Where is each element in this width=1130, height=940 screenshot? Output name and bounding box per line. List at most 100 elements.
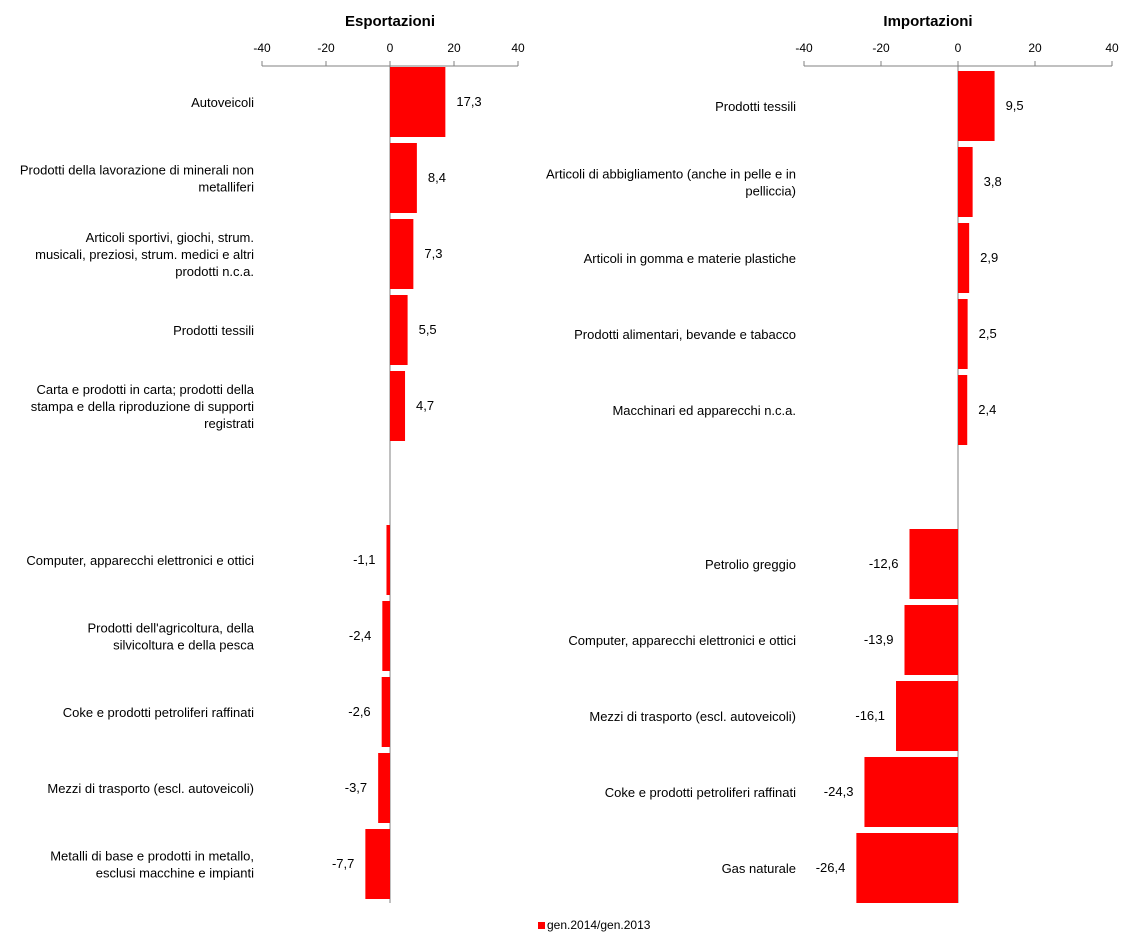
x-tick-label: 20	[447, 41, 461, 55]
category-label: Metalli di base e prodotti in metallo, es…	[50, 849, 254, 881]
data-label: -26,4	[816, 860, 846, 875]
category-label-line: Articoli in gomma e materie plastiche	[584, 251, 796, 266]
data-label: -2,6	[348, 704, 370, 719]
category-label-line: metalliferi	[198, 180, 254, 195]
category-label: Computer, apparecchi elettronici e ottic…	[568, 633, 796, 648]
bar	[390, 143, 417, 213]
data-label: 17,3	[456, 94, 481, 109]
data-label: -24,3	[824, 784, 854, 799]
bar	[958, 71, 995, 141]
bar	[386, 525, 390, 595]
x-tick-label: 40	[511, 41, 525, 55]
data-label: -7,7	[332, 856, 354, 871]
data-label: 8,4	[428, 170, 446, 185]
bar	[378, 753, 390, 823]
category-label: Prodotti tessili	[173, 323, 254, 338]
data-label: 2,5	[979, 326, 997, 341]
category-label: Prodotti alimentari, bevande e tabacco	[574, 327, 796, 342]
category-label: Prodotti della lavorazione di minerali n…	[20, 163, 254, 195]
bar	[390, 295, 408, 365]
category-label-line: Petrolio greggio	[705, 557, 796, 572]
category-label: Petrolio greggio	[705, 557, 796, 572]
bar	[390, 371, 406, 441]
data-label: 5,5	[419, 322, 437, 337]
category-label-line: Gas naturale	[722, 861, 796, 876]
data-label: 4,7	[416, 398, 434, 413]
category-label-line: Articoli di abbigliamento (anche in pell…	[546, 167, 796, 182]
category-label: Computer, apparecchi elettronici e ottic…	[26, 553, 254, 568]
category-label: Macchinari ed apparecchi n.c.a.	[612, 403, 796, 418]
bar	[390, 67, 446, 137]
data-label: -1,1	[353, 552, 375, 567]
category-label: Mezzi di trasporto (escl. autoveicoli)	[589, 709, 796, 724]
bar	[381, 677, 390, 747]
category-label-line: Computer, apparecchi elettronici e ottic…	[568, 633, 796, 648]
bar	[864, 757, 958, 827]
category-label-line: Carta e prodotti in carta; prodotti dell…	[36, 382, 254, 397]
x-tick-label: 20	[1028, 41, 1042, 55]
bar	[904, 605, 958, 675]
data-label: 7,3	[424, 246, 442, 261]
category-label-line: Coke e prodotti petroliferi raffinati	[63, 705, 254, 720]
category-label-line: stampa e della riproduzione di supporti	[31, 399, 254, 414]
category-label-line: prodotti n.c.a.	[175, 264, 254, 279]
category-label-line: Autoveicoli	[191, 95, 254, 110]
category-label-line: Macchinari ed apparecchi n.c.a.	[612, 403, 796, 418]
category-label-line: silvicoltura e della pesca	[113, 638, 255, 653]
category-label: Coke e prodotti petroliferi raffinati	[63, 705, 254, 720]
category-label-line: Mezzi di trasporto (escl. autoveicoli)	[589, 709, 796, 724]
bar	[365, 829, 390, 899]
data-label: 2,9	[980, 250, 998, 265]
legend: gen.2014/gen.2013	[538, 918, 650, 932]
bar	[390, 219, 414, 289]
bar	[382, 601, 390, 671]
legend-swatch	[538, 921, 545, 929]
category-label-line: Computer, apparecchi elettronici e ottic…	[26, 553, 254, 568]
category-label-line: musicali, preziosi, strum. medici e altr…	[35, 247, 254, 262]
bar	[958, 223, 970, 293]
category-label-line: Prodotti tessili	[715, 99, 796, 114]
x-tick-label: -40	[795, 41, 813, 55]
category-label: Coke e prodotti petroliferi raffinati	[605, 785, 796, 800]
bar	[856, 833, 958, 903]
legend-label: gen.2014/gen.2013	[547, 918, 651, 932]
category-label-line: Articoli sportivi, giochi, strum.	[86, 230, 254, 245]
category-label: Gas naturale	[722, 861, 796, 876]
bar	[958, 147, 973, 217]
category-label-line: pelliccia)	[745, 184, 796, 199]
category-label: Articoli di abbigliamento (anche in pell…	[546, 167, 796, 199]
data-label: -12,6	[869, 556, 899, 571]
x-tick-label: -20	[872, 41, 890, 55]
category-label-line: registrati	[204, 416, 254, 431]
category-label-line: Metalli di base e prodotti in metallo,	[50, 849, 254, 864]
data-label: -3,7	[345, 780, 367, 795]
category-label-line: Prodotti della lavorazione di minerali n…	[20, 163, 254, 178]
data-label: -2,4	[349, 628, 371, 643]
x-tick-label: 0	[955, 41, 962, 55]
category-label: Prodotti dell'agricoltura, della silvicol…	[87, 621, 254, 653]
bar	[909, 529, 958, 599]
bar	[896, 681, 958, 751]
x-tick-label: -40	[253, 41, 271, 55]
bar	[958, 299, 968, 369]
x-tick-label: -20	[317, 41, 335, 55]
chart-title: Esportazioni	[345, 13, 435, 30]
category-label-line: Mezzi di trasporto (escl. autoveicoli)	[47, 781, 254, 796]
data-label: 3,8	[984, 174, 1002, 189]
category-label: Articoli in gomma e materie plastiche	[584, 251, 796, 266]
category-label-line: Prodotti dell'agricoltura, della	[87, 621, 254, 636]
bar	[958, 375, 968, 445]
category-label: Prodotti tessili	[715, 99, 796, 114]
data-label: 2,4	[978, 402, 996, 417]
category-label: Articoli sportivi, giochi, strum. musical…	[35, 230, 254, 279]
data-label: -16,1	[855, 708, 885, 723]
chart-title: Importazioni	[883, 13, 972, 30]
category-label-line: esclusi macchine e impianti	[96, 866, 254, 881]
category-label-line: Prodotti tessili	[173, 323, 254, 338]
data-label: 9,5	[1006, 98, 1024, 113]
category-label: Mezzi di trasporto (escl. autoveicoli)	[47, 781, 254, 796]
x-tick-label: 40	[1105, 41, 1119, 55]
category-label: Carta e prodotti in carta; prodotti dell…	[31, 382, 255, 431]
